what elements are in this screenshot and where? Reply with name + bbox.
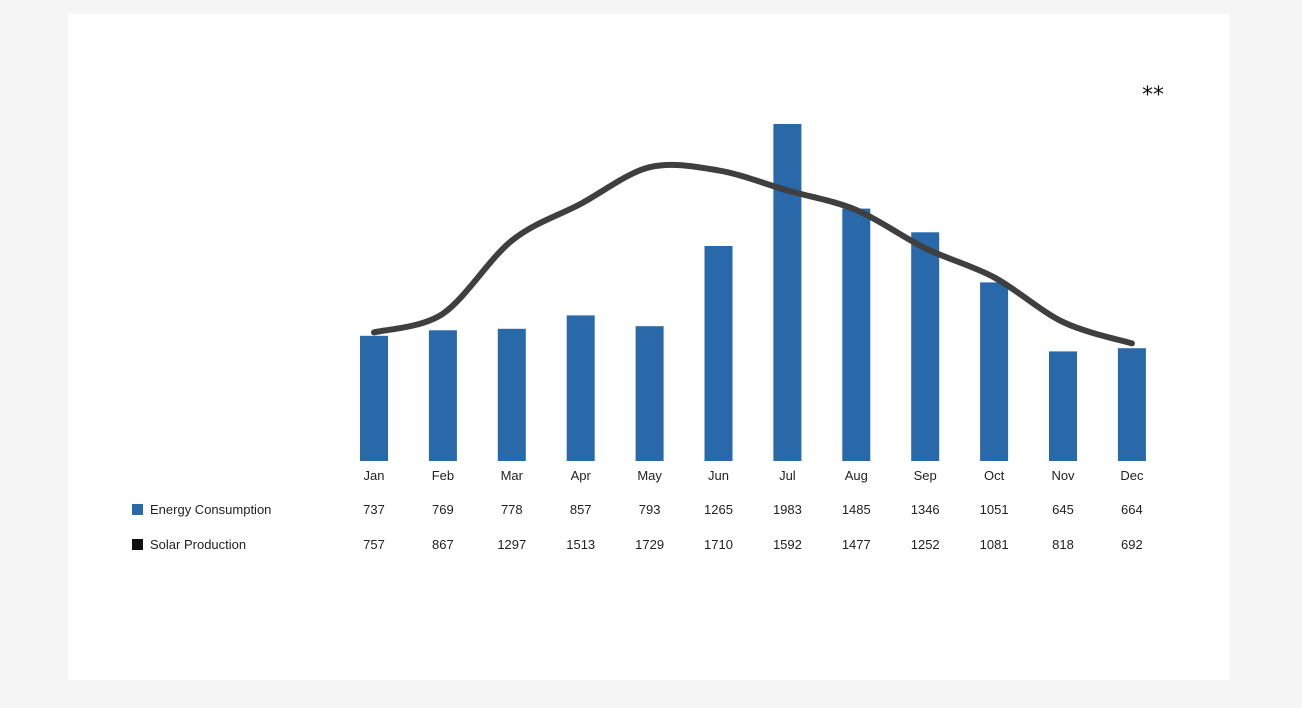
line-point-mar [511, 240, 513, 242]
line-point-aug [855, 209, 857, 211]
line-point-jan [373, 331, 375, 333]
line-point-may [649, 166, 651, 168]
bar-jan [360, 335, 388, 461]
data-label: 1252 [911, 537, 940, 552]
bar-nov [1049, 351, 1077, 461]
bar-mar [497, 328, 526, 461]
line-point-apr [580, 203, 582, 205]
data-label: 737 [363, 502, 385, 517]
consumption-bars [360, 124, 1146, 461]
data-table: Energy Consumption 737 769 778 857 793 1265 198… [132, 502, 1143, 552]
data-label: 1346 [911, 502, 940, 517]
x-tick-label: Jul [779, 468, 796, 483]
legend-swatch-1 [132, 539, 143, 550]
data-label: 1729 [635, 537, 664, 552]
footnote-marker: ** [1142, 83, 1164, 108]
line-point-sep [924, 247, 926, 249]
legend-label: Solar Production [150, 537, 246, 552]
data-label: 1710 [704, 537, 733, 552]
bar-oct [980, 282, 1009, 461]
line-point-feb [442, 313, 444, 315]
data-label: 818 [1052, 537, 1074, 552]
x-tick-label: Feb [432, 468, 454, 483]
data-label: 867 [432, 537, 454, 552]
legend-swatch-0 [132, 504, 143, 515]
x-tick-label: Nov [1051, 468, 1075, 483]
x-tick-label: Mar [501, 468, 524, 483]
bar-apr [566, 315, 595, 461]
data-label: 857 [570, 502, 592, 517]
data-label: 664 [1121, 502, 1143, 517]
data-label: 1983 [773, 502, 802, 517]
production-line-layer [371, 161, 1135, 347]
x-tick-label: Jun [708, 468, 729, 483]
data-label: 692 [1121, 537, 1143, 552]
line-point-oct [993, 276, 995, 278]
data-label: 769 [432, 502, 454, 517]
data-label: 1513 [566, 537, 595, 552]
bar-may [635, 326, 664, 461]
data-label: 1051 [980, 502, 1009, 517]
data-label: 1592 [773, 537, 802, 552]
line-point-nov [1062, 321, 1064, 323]
data-label: 645 [1052, 502, 1074, 517]
data-label: 1485 [842, 502, 871, 517]
x-tick-label: Oct [984, 468, 1005, 483]
bar-dec [1117, 348, 1146, 461]
x-tick-label: Sep [914, 468, 937, 483]
data-label: 757 [363, 537, 385, 552]
x-axis-ticks: Jan Feb Mar Apr May Jun Jul Aug Sep Oct Nov Dec [364, 468, 1144, 483]
bar-jul [773, 124, 802, 461]
x-tick-label: May [637, 468, 662, 483]
x-tick-label: Apr [571, 468, 592, 483]
bar-jun [704, 246, 733, 461]
data-label: 1477 [842, 537, 871, 552]
bar-aug [842, 208, 871, 461]
solar-production-line [371, 161, 1135, 347]
data-label: 778 [501, 502, 523, 517]
data-label: 1081 [980, 537, 1009, 552]
line-point-jun [718, 169, 719, 171]
line-point-jul [786, 189, 788, 191]
legend-label: Energy Consumption [150, 502, 271, 517]
x-tick-label: Dec [1120, 468, 1144, 483]
x-tick-label: Jan [364, 468, 385, 483]
data-label: 793 [639, 502, 661, 517]
bar-sep [911, 232, 940, 461]
data-label: 1265 [704, 502, 733, 517]
line-point-dec [1131, 342, 1133, 344]
data-label: 1297 [497, 537, 526, 552]
x-tick-label: Aug [845, 468, 868, 483]
bar-feb [428, 330, 457, 461]
